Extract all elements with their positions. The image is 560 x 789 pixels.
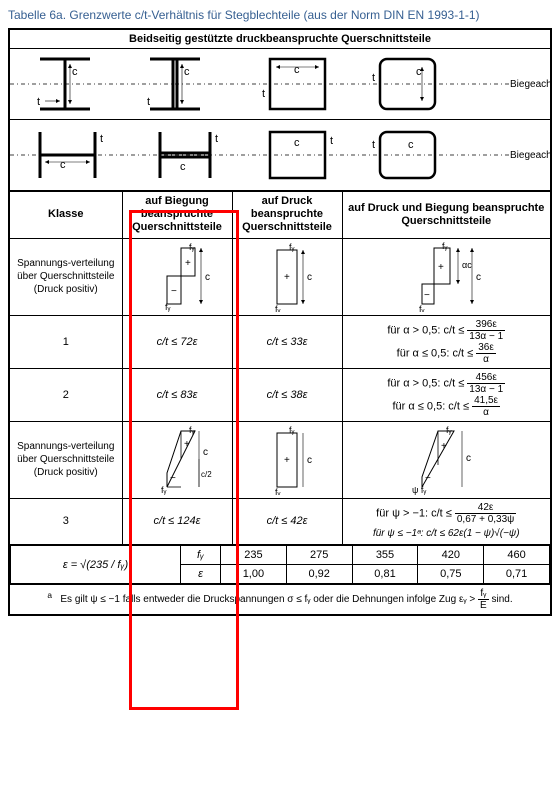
svg-text:fᵧ: fᵧ (189, 425, 195, 435)
svg-text:fᵧ: fᵧ (165, 302, 171, 312)
limits-table: Beidseitig gestützte druckbeanspruchte Q… (8, 28, 552, 616)
svg-text:+: + (284, 455, 290, 466)
fy-420: 420 (418, 546, 484, 565)
klasse-3: 3 (9, 498, 122, 545)
svg-text:+: + (284, 272, 290, 283)
svg-text:t: t (262, 88, 265, 100)
svg-text:c: c (184, 66, 190, 78)
table-caption: Tabelle 6a. Grenzwerte c/t-Verhältnis fü… (8, 8, 552, 22)
e-235: 1,00 (221, 565, 287, 584)
svg-text:c: c (60, 159, 66, 171)
svg-text:αc: αc (462, 260, 472, 270)
col-biegung: auf Biegung beanspruchte Querschnittstei… (122, 191, 232, 238)
svg-text:t: t (215, 133, 218, 145)
svg-text:fᵧ: fᵧ (161, 485, 167, 495)
r2-biegung: c/t ≤ 83ε (122, 368, 232, 421)
section-header: Beidseitig gestützte druckbeanspruchte Q… (9, 29, 551, 49)
r1-biegung: c/t ≤ 72ε (122, 315, 232, 368)
r1-druck-biegung: für α > 0,5: c/t ≤ 396ε13α − 1 für α ≤ 0… (342, 315, 551, 368)
svg-text:c: c (416, 66, 422, 78)
diag-comp-bend-1: + − fᵧ fᵧ αc c (386, 242, 506, 312)
e-275: 0,92 (286, 565, 352, 584)
stress-dist-label-1: Spannungs-verteilung über Querschnittste… (9, 238, 122, 315)
klasse-1: 1 (9, 315, 122, 368)
svg-text:−: − (425, 473, 431, 484)
svg-text:fᵧ: fᵧ (289, 242, 295, 252)
fy-275: 275 (286, 546, 352, 565)
col-klasse: Klasse (9, 191, 122, 238)
svg-text:fᵧ: fᵧ (446, 425, 452, 435)
svg-text:c: c (408, 139, 414, 151)
svg-text:t: t (372, 72, 375, 84)
svg-text:fᵧ: fᵧ (442, 242, 448, 251)
stress-dist-label-2: Spannungs-verteilung über Querschnittste… (9, 421, 122, 498)
fy-235: 235 (221, 546, 287, 565)
r1-druck: c/t ≤ 33ε (232, 315, 342, 368)
svg-text:c: c (466, 453, 471, 464)
eps-formula: ε = √(235 / fᵧ) (11, 546, 181, 584)
svg-text:−: − (171, 286, 177, 297)
diag-compression-2: + fᵧ fᵧ c (247, 425, 327, 495)
diag-comp-bend-2: + − fᵧ ψ fᵧ c (386, 425, 506, 495)
fy-355: 355 (352, 546, 418, 565)
svg-text:c: c (203, 447, 208, 458)
svg-text:c: c (294, 137, 300, 149)
e-420: 0,75 (418, 565, 484, 584)
svg-text:c/2: c/2 (201, 470, 212, 479)
svg-text:c: c (180, 161, 186, 173)
svg-text:+: + (438, 262, 444, 273)
svg-text:fᵧ: fᵧ (289, 425, 295, 435)
svg-text:fᵧ: fᵧ (419, 304, 425, 312)
svg-text:c: c (307, 272, 312, 283)
r3-druck: c/t ≤ 42ε (232, 498, 342, 545)
svg-text:−: − (424, 290, 430, 301)
axis-label-1: Biegeachse (510, 79, 550, 90)
svg-text:+: + (441, 441, 447, 452)
e-460: 0,71 (484, 565, 550, 584)
r3-biegung: c/t ≤ 124ε (122, 498, 232, 545)
footnote: a Es gilt ψ ≤ −1 falls entweder die Druc… (9, 585, 551, 616)
r2-druck-biegung: für α > 0,5: c/t ≤ 456ε13α − 1 für α ≤ 0… (342, 368, 551, 421)
fy-460: 460 (484, 546, 550, 565)
svg-text:−: − (170, 473, 176, 484)
col-druck: auf Druck beanspruchte Querschnittsteile (232, 191, 342, 238)
e-355: 0,81 (352, 565, 418, 584)
svg-text:c: c (294, 64, 300, 76)
svg-text:+: + (185, 258, 191, 269)
svg-text:t: t (37, 96, 40, 108)
svg-text:t: t (372, 139, 375, 151)
cross-section-diagrams-row2: c t c t c t (10, 120, 550, 190)
diag-bending-1: + − fᵧ fᵧ c (137, 242, 217, 312)
svg-text:+: + (184, 439, 190, 450)
eps-e-header: ε (181, 565, 221, 584)
svg-text:fᵧ: fᵧ (189, 242, 195, 252)
svg-text:t: t (147, 96, 150, 108)
svg-text:ψ fᵧ: ψ fᵧ (412, 485, 426, 495)
eps-fy-header: fᵧ (181, 546, 221, 565)
r3-druck-biegung: für ψ > −1: c/t ≤ 42ε0,67 + 0,33ψ für ψ … (342, 498, 551, 545)
svg-text:c: c (307, 455, 312, 466)
svg-text:fᵧ: fᵧ (275, 304, 281, 312)
diag-bending-2: + − fᵧ fᵧ c c/2 (137, 425, 217, 495)
svg-text:t: t (100, 133, 103, 145)
cross-section-diagrams-row1: c t c t (10, 49, 550, 119)
svg-text:Biegeachse: Biegeachse (510, 150, 550, 161)
svg-text:t: t (330, 135, 333, 147)
svg-text:c: c (476, 272, 481, 283)
svg-text:c: c (72, 66, 78, 78)
klasse-2: 2 (9, 368, 122, 421)
col-druck-biegung: auf Druck und Biegung beanspruchte Quers… (342, 191, 551, 238)
diag-compression-1: + fᵧ fᵧ c (247, 242, 327, 312)
svg-text:fᵧ: fᵧ (275, 487, 281, 495)
epsilon-table: ε = √(235 / fᵧ) fᵧ 235 275 355 420 460 ε… (10, 545, 550, 584)
svg-text:c: c (205, 272, 210, 283)
r2-druck: c/t ≤ 38ε (232, 368, 342, 421)
